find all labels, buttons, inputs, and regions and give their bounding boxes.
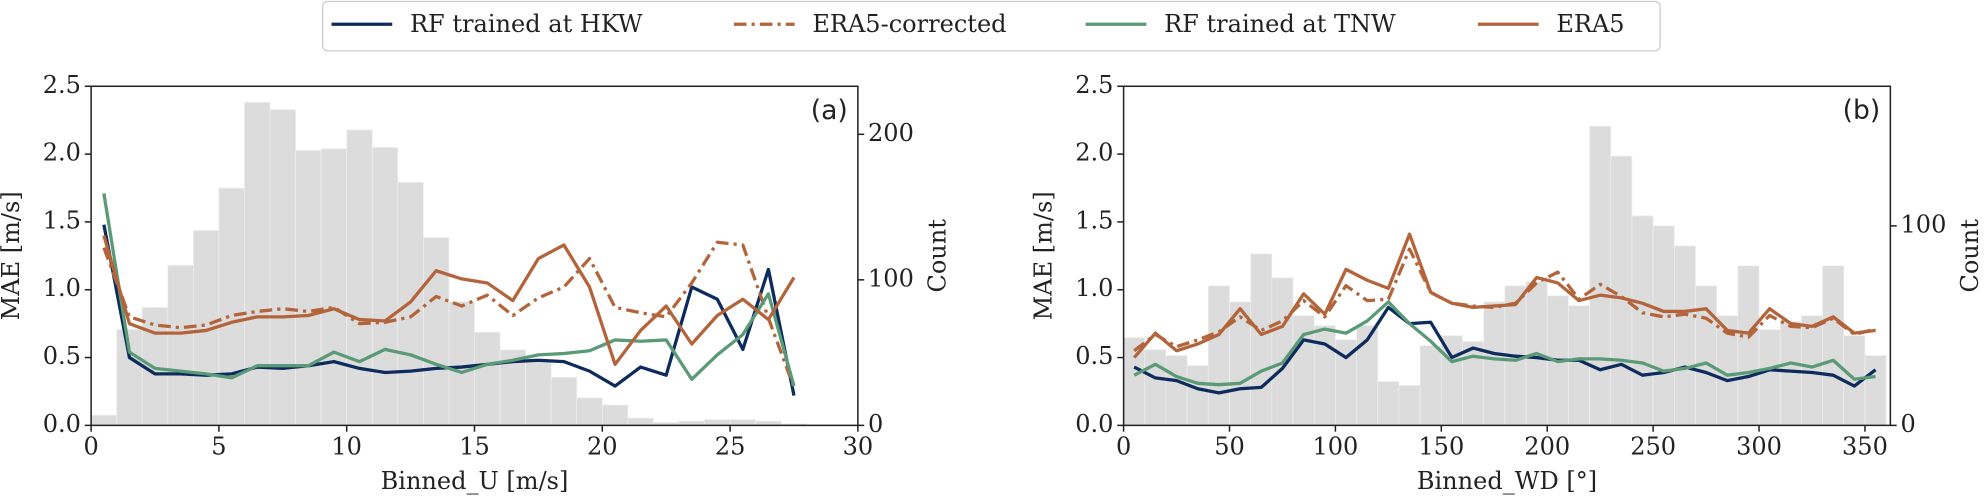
y-tick-label: 2.5	[43, 71, 81, 99]
histogram-bar	[550, 376, 578, 426]
x-tick-label: 50	[1214, 433, 1245, 461]
histogram-bar	[1483, 301, 1506, 426]
histogram-bar	[1419, 345, 1442, 426]
histogram-bar	[1462, 341, 1485, 426]
line-series	[102, 193, 796, 387]
histogram-bar	[474, 331, 501, 426]
histogram-bar	[371, 147, 399, 426]
x-tick-label: 300	[1736, 433, 1782, 461]
y-tick-label: 0.5	[43, 342, 81, 370]
histogram-bar	[167, 264, 194, 426]
legend-label: ERA5	[1556, 10, 1624, 38]
histogram-bar	[1165, 355, 1188, 426]
histogram-bar	[320, 148, 348, 426]
y-tick-label: 0.5	[1075, 342, 1113, 370]
histogram-bar	[1568, 305, 1590, 426]
y-tick-label: 1.0	[43, 274, 81, 302]
y-tick-label: 1.5	[1075, 206, 1113, 234]
histogram-bar	[1144, 349, 1167, 426]
histogram-bar	[525, 359, 552, 426]
x-tick-label: 250	[1630, 433, 1676, 461]
y-axis-label: MAE [m/s]	[0, 191, 25, 320]
histogram-bar	[1377, 381, 1400, 426]
x-tick-label: 150	[1418, 433, 1464, 461]
histogram-bar	[1673, 245, 1696, 426]
legend-label: RF trained at HKW	[410, 10, 643, 38]
y-tick-label: 1.5	[43, 206, 81, 234]
y2-axis-label: Count	[923, 219, 951, 293]
x-tick-label: 350	[1842, 433, 1888, 461]
histogram-bar	[1398, 385, 1421, 426]
panel-annotation: (a)	[811, 95, 848, 126]
histogram-bar	[704, 419, 731, 426]
histogram-bar	[295, 149, 322, 426]
y-tick-label: 0.0	[43, 410, 81, 438]
legend-box	[322, 0, 1661, 52]
y2-tick-label: 100	[868, 264, 914, 292]
y-axis-label: MAE [m/s]	[1030, 191, 1058, 320]
histogram-bar	[218, 187, 245, 426]
histogram-bar	[1695, 285, 1718, 426]
histogram-bar	[627, 417, 654, 426]
line-series	[1132, 232, 1876, 359]
x-tick-label: 25	[715, 433, 746, 461]
y-tick-label: 2.0	[43, 139, 81, 167]
y2-tick-label: 200	[868, 119, 914, 147]
panel-annotation: (b)	[1843, 95, 1881, 126]
histogram-bar	[1207, 285, 1230, 426]
y-tick-label: 1.0	[1075, 274, 1113, 302]
y-tick-label: 2.0	[1075, 139, 1113, 167]
histogram-bar	[1313, 325, 1336, 426]
x-tick-label: 15	[459, 433, 490, 461]
legend-label: ERA5-corrected	[812, 10, 1006, 38]
y2-axis-label: Count	[1956, 219, 1984, 293]
line-series	[1133, 300, 1876, 387]
x-tick-label: 0	[83, 433, 98, 461]
plot-frame	[1122, 85, 1892, 427]
histogram-bar	[1186, 365, 1209, 426]
x-axis-label: Binned_U [m/s]	[381, 467, 569, 495]
x-tick-label: 20	[587, 433, 618, 461]
histogram-bar	[576, 397, 603, 426]
legend-label: RF trained at TNW	[1164, 10, 1396, 38]
histogram-bar	[1758, 329, 1781, 426]
x-tick-label: 10	[331, 433, 362, 461]
histogram-bar	[1737, 265, 1760, 426]
histogram-bar	[1864, 355, 1887, 426]
line-series	[102, 235, 796, 366]
histogram-bar	[1822, 265, 1845, 426]
histogram-bar	[244, 101, 271, 426]
x-tick-label: 5	[211, 433, 226, 461]
line-series	[102, 240, 796, 388]
histogram-bar	[1779, 321, 1802, 426]
histogram-bar	[422, 237, 450, 426]
line-series	[1133, 247, 1876, 353]
line-series	[1133, 305, 1877, 395]
histogram-bar	[1589, 125, 1612, 426]
histogram-bar	[729, 419, 757, 426]
x-tick-label: 0	[1116, 433, 1131, 461]
y-tick-label: 2.5	[1075, 71, 1113, 99]
x-tick-label: 100	[1312, 433, 1358, 461]
histogram-bar	[1440, 335, 1463, 426]
histogram-bar	[1652, 225, 1675, 426]
x-tick-label: 200	[1524, 433, 1570, 461]
histogram-bar	[448, 301, 475, 426]
x-tick-label: 30	[843, 433, 874, 461]
histogram-bar	[601, 404, 629, 426]
histogram-bar	[1250, 253, 1273, 426]
y2-tick-label: 100	[1900, 210, 1946, 238]
y2-tick-label: 0	[1900, 410, 1915, 438]
histogram-bar	[346, 129, 373, 426]
y2-tick-label: 0	[868, 410, 883, 438]
histogram-bar	[269, 109, 296, 426]
histogram-bar	[90, 414, 118, 426]
histogram-bar	[1631, 215, 1654, 426]
y-tick-label: 0.0	[1075, 410, 1113, 438]
x-axis-label: Binned_WD [°]	[1417, 467, 1597, 495]
